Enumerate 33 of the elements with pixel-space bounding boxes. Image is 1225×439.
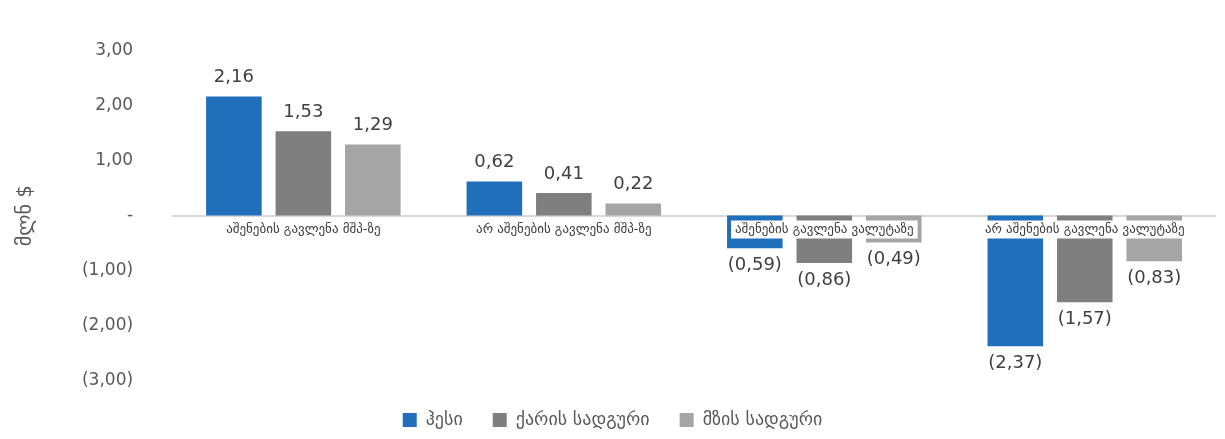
y-tick-label: (2,00) (81, 314, 134, 335)
y-tick-label: (3,00) (81, 369, 134, 390)
data-label: (2,37) (988, 350, 1043, 372)
data-label: 2,16 (213, 65, 254, 87)
x-tick-label: არ აშენების გავლენა მშპ-ზე (476, 220, 652, 236)
y-tick-label: (1,00) (81, 259, 134, 280)
bar (275, 131, 332, 216)
data-label: 0,22 (613, 172, 654, 194)
data-label: (0,49) (866, 247, 921, 269)
bar (206, 96, 262, 216)
data-label: (1,57) (1057, 306, 1112, 328)
y-tick-label: 3,00 (95, 38, 134, 59)
data-label: 1,29 (352, 113, 393, 135)
y-tick-label: 2,00 (95, 93, 134, 114)
x-tick-label: არ აშენების გავლენა ვალუტაზე (984, 220, 1185, 236)
data-label: (0,83) (1127, 266, 1182, 288)
y-axis-title: მლნ $ (12, 184, 37, 247)
bar (466, 181, 523, 216)
data-label: 0,62 (474, 150, 515, 172)
data-label: (0,86) (797, 267, 852, 289)
x-tick-label: აშენების გავლენა ვალუტაზე (734, 220, 914, 236)
y-tick-label: - (126, 204, 134, 225)
bar (536, 193, 592, 216)
data-label: 0,41 (543, 161, 584, 183)
bar (605, 203, 662, 216)
data-label: (0,59) (727, 252, 782, 274)
data-label: 1,53 (283, 99, 324, 121)
y-tick-label: 1,00 (95, 148, 134, 169)
bar (345, 144, 401, 216)
legend-label: მზის სადგური (702, 407, 823, 429)
legend-label: ქარის სადგური (515, 407, 650, 429)
legend-label: ჰესი (425, 407, 463, 429)
x-tick-label: აშენების გავლენა მშპ-ზე (226, 220, 381, 236)
